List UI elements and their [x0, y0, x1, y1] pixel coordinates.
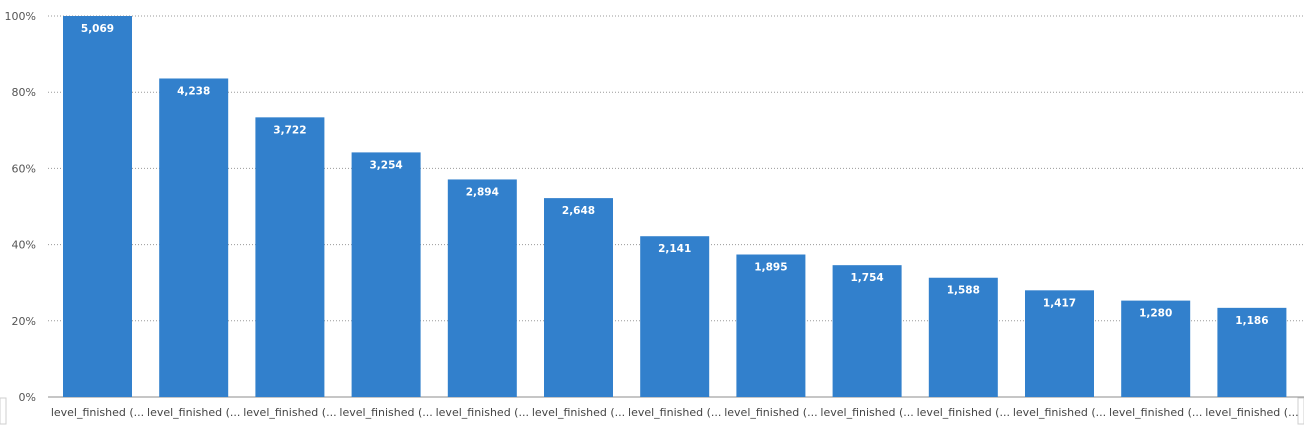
bar-data-label: 2,648 [562, 205, 595, 217]
y-axis-ticks: 0% 20% 40% 60% 80% 100% [5, 10, 36, 404]
y-tick-label: 40% [12, 239, 36, 252]
x-tick-label: level_finished (... [436, 406, 529, 419]
bar[interactable] [544, 198, 613, 397]
x-tick-label: level_finished (... [147, 406, 240, 419]
y-tick-label: 100% [5, 10, 36, 23]
bar-data-label: 3,722 [273, 124, 306, 136]
bar[interactable] [159, 78, 229, 397]
x-tick-label: level_finished (... [1109, 406, 1202, 419]
x-tick-label: level_finished (... [1013, 406, 1106, 419]
bar[interactable] [1217, 307, 1287, 397]
x-axis-ticks: level_finished (... level_finished (... le… [51, 406, 1299, 419]
bar-data-label: 2,894 [466, 186, 499, 198]
data-labels: 5,069 4,238 3,722 3,254 2,894 2,648 2,141 1,895… [81, 23, 1269, 327]
x-tick-label: level_finished (... [724, 406, 817, 419]
bar-data-label: 1,754 [850, 272, 883, 284]
bar[interactable] [447, 179, 517, 397]
bar-data-label: 1,417 [1043, 297, 1076, 309]
bar-data-label: 1,186 [1235, 315, 1268, 327]
x-tick-label: level_finished (... [1205, 406, 1298, 419]
y-tick-label: 0% [19, 391, 36, 404]
bar-data-label: 2,141 [658, 243, 691, 255]
x-tick-label: level_finished (... [51, 406, 144, 419]
x-tick-label: level_finished (... [628, 406, 721, 419]
bar[interactable] [1121, 300, 1191, 397]
bar[interactable] [63, 16, 132, 397]
bar-data-label: 1,280 [1139, 308, 1172, 320]
bar[interactable] [351, 152, 421, 397]
bar[interactable] [832, 265, 902, 397]
bar-data-label: 1,895 [754, 262, 787, 274]
y-tick-label: 60% [12, 162, 36, 175]
x-tick-label: level_finished (... [820, 406, 913, 419]
y-tick-label: 80% [12, 86, 36, 99]
x-tick-label: level_finished (... [339, 406, 432, 419]
bar-data-label: 1,588 [947, 285, 980, 297]
bar-data-label: 3,254 [369, 159, 402, 171]
bar-data-label: 4,238 [177, 85, 210, 97]
scroll-handle-left[interactable] [0, 397, 7, 425]
bar[interactable] [1025, 290, 1094, 397]
bar[interactable] [928, 277, 998, 397]
bar-data-label: 5,069 [81, 23, 114, 35]
x-tick-label: level_finished (... [532, 406, 625, 419]
bar[interactable] [255, 117, 325, 397]
bar[interactable] [640, 236, 710, 397]
x-tick-label: level_finished (... [243, 406, 336, 419]
scroll-handle-right[interactable] [1297, 397, 1304, 425]
bar[interactable] [736, 254, 806, 397]
bars [63, 16, 1287, 397]
x-tick-label: level_finished (... [917, 406, 1010, 419]
y-tick-label: 20% [12, 315, 36, 328]
